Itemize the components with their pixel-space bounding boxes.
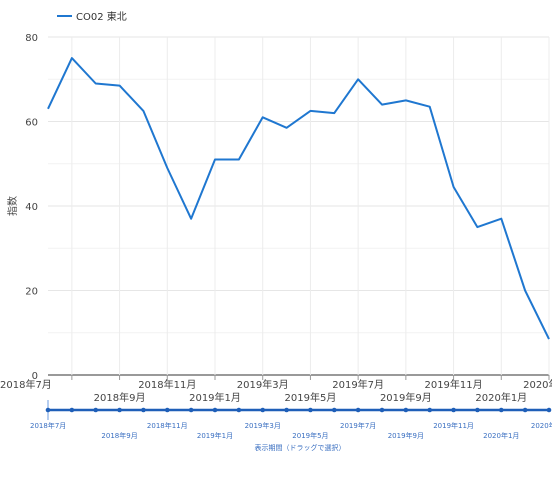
- x-tick-label: 2018年9月: [94, 391, 146, 404]
- legend-label: CO02 東北: [76, 10, 127, 23]
- series-line: [47, 57, 550, 340]
- navigator-point: [260, 407, 266, 413]
- navigator-tick-label: 2019年7月: [340, 421, 376, 430]
- y-tick-label: 60: [25, 118, 38, 129]
- x-tick-label: 2019年5月: [285, 391, 337, 404]
- x-tick-label: 2019年1月: [189, 391, 241, 404]
- x-tick-label: 2018年11月: [138, 378, 196, 391]
- y-tick-label: 20: [25, 287, 38, 298]
- navigator-point: [475, 407, 480, 413]
- navigator-point: [236, 407, 242, 413]
- navigator-point: [379, 407, 385, 413]
- navigator-tick-label: 2019年5月: [292, 431, 328, 440]
- navigator-tick-label: 2018年7月: [30, 421, 66, 430]
- navigator-point: [164, 407, 170, 413]
- x-ticks: 2018年7月2018年9月2018年11月2019年1月2019年3月2019…: [0, 375, 552, 404]
- y-axis-label: 指数: [6, 196, 19, 216]
- navigator-point: [451, 407, 456, 413]
- series-layer: [47, 57, 550, 340]
- navigator-tick-label: 2019年3月: [245, 421, 281, 430]
- y-tick-label: 80: [25, 33, 38, 44]
- x-tick-label: 2019年11月: [424, 378, 482, 391]
- x-tick-label: 2020年3月: [523, 378, 552, 391]
- x-tick-label: 2019年7月: [332, 378, 384, 391]
- y-tick-label: 0: [32, 371, 38, 382]
- navigator-point: [284, 407, 289, 413]
- navigator-point: [427, 407, 433, 413]
- x-tick-label: 2018年7月: [0, 378, 52, 391]
- navigator-tick-label: 2020年1月: [483, 431, 519, 440]
- navigator-point: [331, 407, 337, 413]
- y-ticks: 0 20 40 60 80: [25, 33, 38, 382]
- navigator-point: [188, 407, 194, 413]
- x-tick-label: 2019年3月: [237, 378, 289, 391]
- range-navigator[interactable]: 2018年7月 2018年9月 2018年11月 2019年1月 2019年3月 2019…: [30, 400, 552, 440]
- navigator-point: [522, 407, 528, 413]
- navigator-tick-label: 2020年3月: [531, 421, 552, 430]
- navigator-point: [117, 407, 122, 413]
- navigator-tick-label: 2019年9月: [388, 431, 424, 440]
- navigator-point: [498, 407, 504, 413]
- x-tick-label: 2020年1月: [475, 391, 527, 404]
- navigator-point: [308, 407, 313, 413]
- navigator-point: [403, 407, 409, 413]
- navigator-title: 表示期間（ドラッグで選択）: [255, 443, 346, 452]
- navigator-tick-label: 2019年11月: [433, 421, 474, 430]
- y-tick-label: 40: [25, 202, 38, 213]
- navigator-point: [93, 407, 99, 413]
- navigator-point: [212, 407, 218, 413]
- navigator-tick-label: 2018年9月: [101, 431, 137, 440]
- grid: [48, 36, 550, 376]
- x-tick-label: 2019年9月: [380, 391, 432, 404]
- navigator-point: [141, 407, 146, 413]
- legend[interactable]: CO02 東北: [57, 10, 127, 23]
- navigator-point: [355, 407, 361, 413]
- navigator-tick-label: 2019年1月: [197, 431, 233, 440]
- navigator-point: [69, 407, 75, 413]
- navigator-point: [45, 407, 51, 413]
- navigator-point: [546, 407, 552, 413]
- navigator-tick-label: 2018年11月: [147, 421, 188, 430]
